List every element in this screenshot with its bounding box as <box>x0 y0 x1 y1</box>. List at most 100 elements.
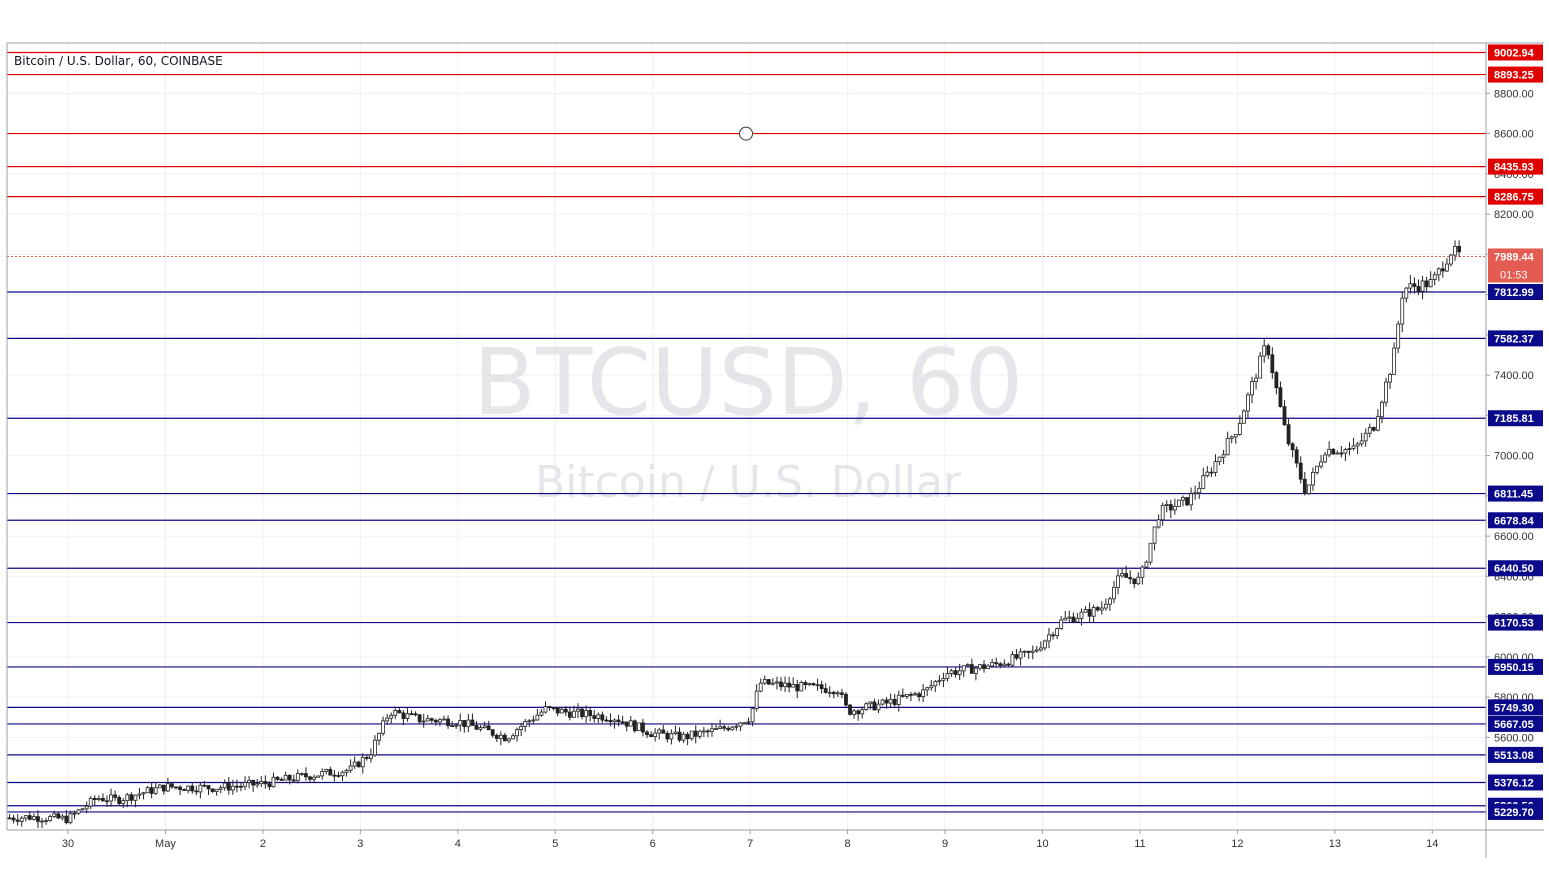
candle-body <box>161 784 166 792</box>
candle <box>393 706 398 720</box>
candle-body <box>316 775 321 778</box>
candle <box>787 676 792 693</box>
candle-body <box>844 694 848 706</box>
candle <box>1323 452 1328 464</box>
candle <box>1229 435 1234 444</box>
candle-body <box>1323 454 1328 463</box>
candle-body <box>1181 497 1185 501</box>
candle <box>1116 569 1120 595</box>
candle-body <box>1347 448 1352 450</box>
candle-body <box>681 733 686 741</box>
candle <box>661 724 666 734</box>
candle <box>531 715 536 724</box>
candle <box>80 808 85 811</box>
candle-body <box>722 726 727 729</box>
candle-body <box>945 673 950 679</box>
time-tick-label: 11 <box>1134 838 1145 850</box>
candle <box>770 678 775 686</box>
candle-body <box>31 816 36 820</box>
candle-body <box>689 730 694 740</box>
candle <box>1172 498 1177 515</box>
resistance-label-bg <box>1488 44 1543 61</box>
candle <box>332 770 337 782</box>
candle <box>953 667 958 678</box>
candle <box>1083 606 1088 613</box>
candle-body <box>1428 279 1433 288</box>
candle-body <box>1055 628 1060 636</box>
candle-body <box>332 774 337 777</box>
candle-body <box>596 714 601 719</box>
candle-body <box>1424 280 1429 288</box>
candle-body <box>1384 381 1388 403</box>
candle <box>283 771 288 781</box>
candle-body <box>421 720 426 723</box>
candle-body <box>182 789 187 791</box>
candle <box>856 709 861 721</box>
candle-body <box>1197 487 1202 494</box>
candle <box>961 665 966 678</box>
support-label-bg <box>1488 410 1543 427</box>
candle-body <box>109 794 113 802</box>
candle <box>239 782 243 792</box>
candle <box>308 775 312 783</box>
candle <box>198 782 203 799</box>
time-tick-label: 5 <box>552 838 558 850</box>
candle <box>1449 253 1453 267</box>
candle-body <box>1034 649 1039 652</box>
candle-body <box>1059 619 1064 629</box>
candle <box>535 708 540 721</box>
candle-body <box>198 784 203 793</box>
candle <box>933 680 938 692</box>
support-label: 5667.05 <box>1494 719 1534 731</box>
candle-body <box>1294 449 1299 464</box>
candle <box>417 714 422 725</box>
candle <box>872 698 877 711</box>
candle-body <box>852 710 856 715</box>
candle <box>1225 431 1230 456</box>
candle <box>965 663 970 667</box>
candle <box>1258 352 1263 379</box>
candle <box>210 788 215 793</box>
candle <box>1075 613 1080 623</box>
candle <box>1250 376 1254 404</box>
candle <box>214 788 219 796</box>
candle <box>450 721 455 728</box>
candle-body <box>1286 424 1291 445</box>
candle-body <box>1164 504 1169 506</box>
candle-body <box>519 725 524 731</box>
price-tick-label: 6600.00 <box>1494 531 1534 543</box>
candle <box>1396 320 1401 354</box>
candle <box>848 704 852 716</box>
candle <box>1380 400 1384 424</box>
candle-body <box>600 714 605 721</box>
candle-body <box>953 670 958 675</box>
candle-body <box>775 681 779 684</box>
time-tick-label: 30 <box>62 838 74 850</box>
candle <box>1177 499 1181 507</box>
candle-body <box>1038 647 1043 651</box>
candle-body <box>1136 576 1141 585</box>
candle-body <box>425 718 430 722</box>
support-label: 5950.15 <box>1494 662 1534 674</box>
candle-body <box>653 732 658 738</box>
candle <box>543 701 548 714</box>
resistance-label-bg <box>1488 158 1543 175</box>
candle-body <box>438 719 442 723</box>
candle <box>433 718 438 726</box>
candle <box>470 713 475 726</box>
candle-body <box>389 714 394 719</box>
candle <box>377 732 381 746</box>
candle <box>1290 442 1295 458</box>
candle <box>1266 343 1271 360</box>
candle <box>23 815 28 822</box>
candle <box>442 715 446 721</box>
candle <box>31 813 36 821</box>
candle-body <box>23 815 28 819</box>
candle-body <box>153 787 158 794</box>
candle-body <box>921 689 926 698</box>
candle-body <box>823 688 828 693</box>
candle-body <box>287 774 292 781</box>
candle-body <box>1124 573 1129 578</box>
